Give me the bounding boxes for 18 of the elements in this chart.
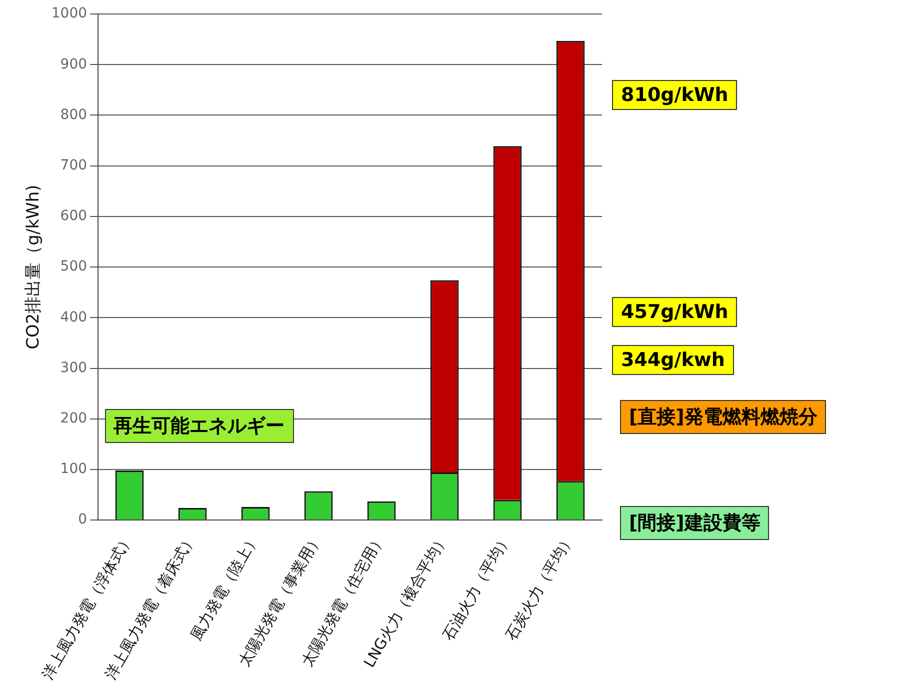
text: 344g/kwh (612, 345, 734, 376)
text: [間接]建設費等 (620, 506, 770, 540)
text: 810g/kWh (612, 80, 738, 110)
y-tick-label: 500 (60, 258, 88, 275)
y-tick-label: 0 (78, 512, 88, 528)
text: 457g/kWh (612, 297, 738, 328)
y-tick-label: 400 (60, 309, 88, 326)
annotation: 再生可能エネルギー (104, 408, 294, 443)
text: [直接]発電燃料燃焼分 (620, 400, 826, 434)
y-tick-label: 300 (60, 360, 88, 376)
y-tick-label: 100 (60, 461, 88, 478)
y-tick-label: 700 (60, 157, 88, 174)
y-axis-title: CO2排出量（g/kWh) (24, 184, 44, 350)
y-tick-label: 900 (60, 56, 88, 72)
y-tick-label: 200 (60, 410, 88, 427)
y-tick-label: 600 (60, 208, 88, 224)
y-tick-label: 1000 (51, 6, 88, 22)
y-tick-label: 800 (60, 106, 88, 123)
